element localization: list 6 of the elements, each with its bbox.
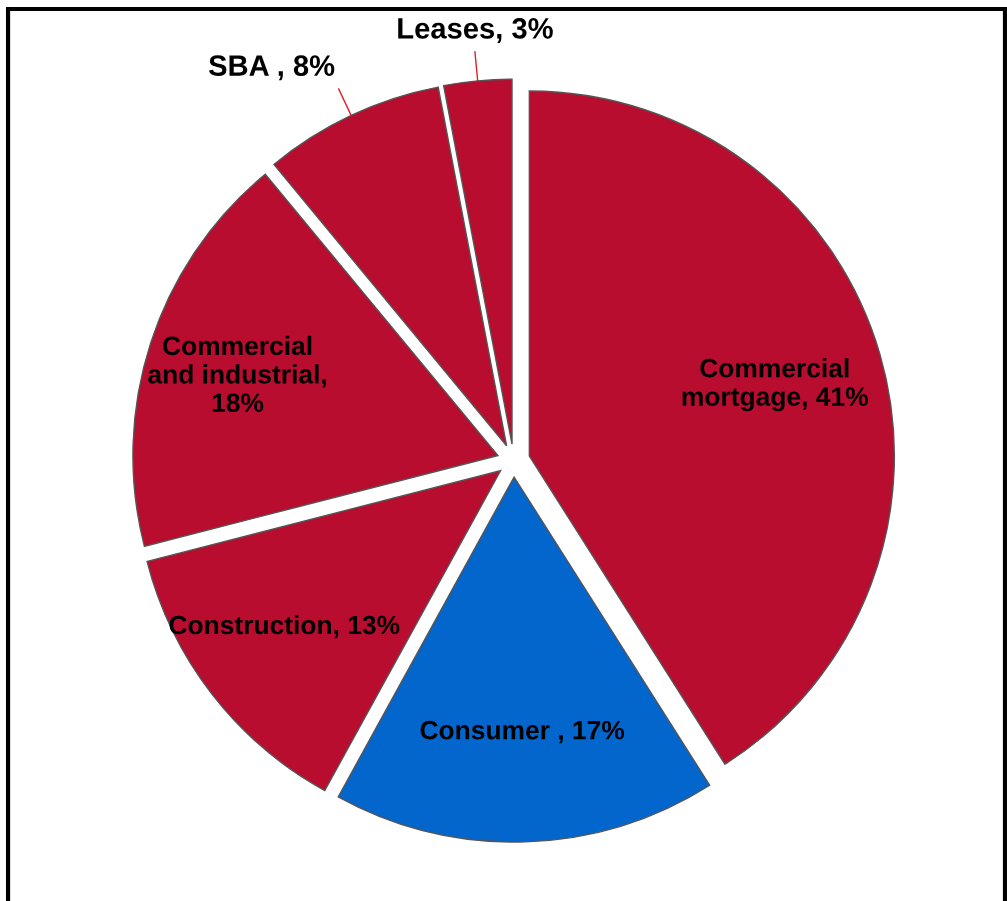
- slice-label: Commercial and industrial, 18%: [148, 335, 326, 413]
- slice-label: Leases, 3%: [398, 18, 553, 43]
- slice-label: SBA , 8%: [208, 55, 335, 81]
- slice-label: Consumer , 17%: [420, 720, 625, 744]
- slice-label: Construction, 13%: [169, 614, 400, 639]
- slice-label: Commercial mortgage, 41%: [682, 358, 868, 412]
